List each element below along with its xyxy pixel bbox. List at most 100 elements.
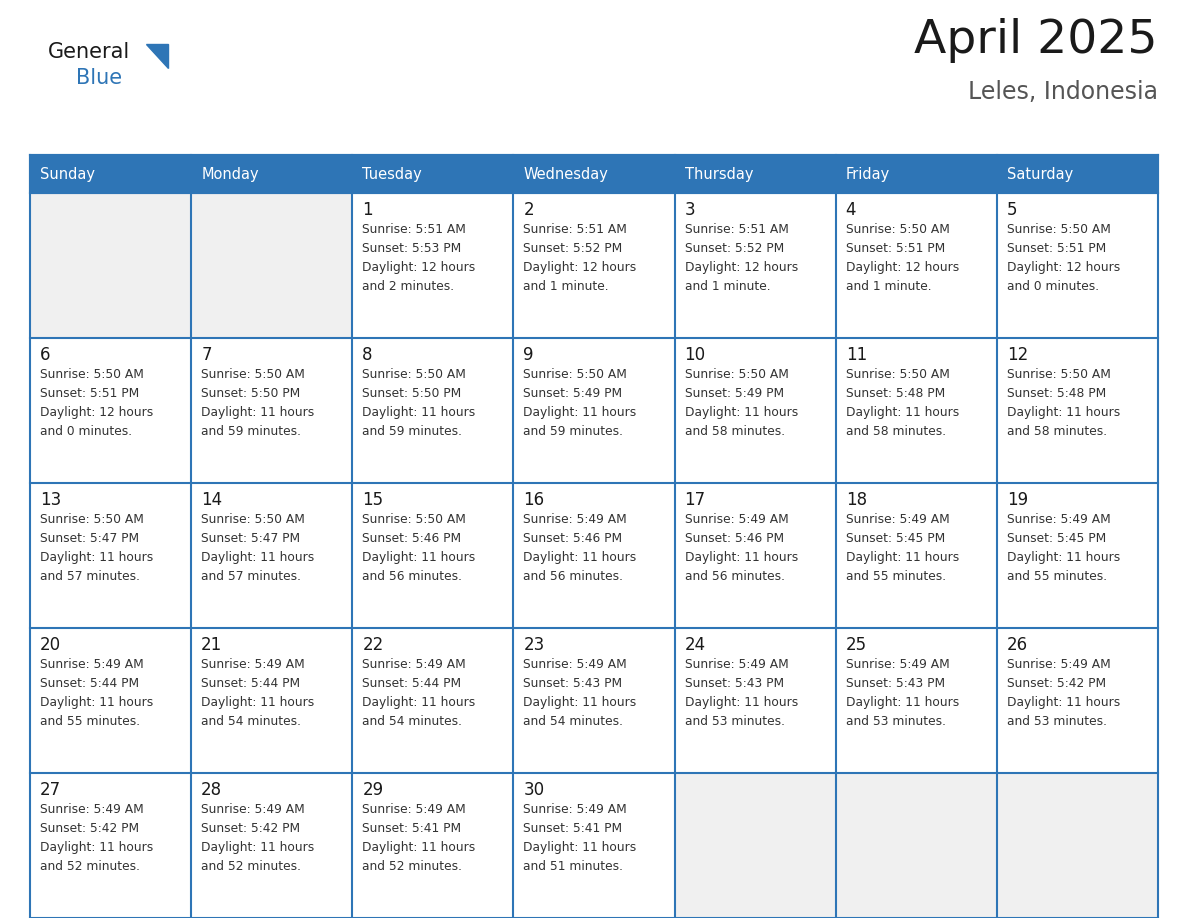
Text: and 59 minutes.: and 59 minutes. xyxy=(362,425,462,438)
Text: and 1 minute.: and 1 minute. xyxy=(846,280,931,293)
Text: Daylight: 11 hours: Daylight: 11 hours xyxy=(846,551,959,564)
Bar xyxy=(353,628,513,773)
Text: Sunrise: 5:49 AM: Sunrise: 5:49 AM xyxy=(684,513,789,526)
Bar xyxy=(30,773,191,918)
Text: and 52 minutes.: and 52 minutes. xyxy=(40,860,140,873)
Text: Daylight: 11 hours: Daylight: 11 hours xyxy=(846,406,959,419)
Text: Daylight: 11 hours: Daylight: 11 hours xyxy=(362,696,475,709)
Text: Sunrise: 5:50 AM: Sunrise: 5:50 AM xyxy=(40,368,144,381)
Text: Sunrise: 5:50 AM: Sunrise: 5:50 AM xyxy=(1007,223,1111,236)
Text: 21: 21 xyxy=(201,636,222,654)
Bar xyxy=(191,773,353,918)
Text: and 54 minutes.: and 54 minutes. xyxy=(524,715,624,728)
Text: Saturday: Saturday xyxy=(1007,166,1073,182)
Text: Sunrise: 5:50 AM: Sunrise: 5:50 AM xyxy=(846,368,949,381)
Bar xyxy=(997,483,1158,628)
Text: Daylight: 11 hours: Daylight: 11 hours xyxy=(684,406,798,419)
Text: Sunset: 5:46 PM: Sunset: 5:46 PM xyxy=(524,532,623,545)
Bar xyxy=(675,628,835,773)
Text: 23: 23 xyxy=(524,636,544,654)
Text: 2: 2 xyxy=(524,201,535,219)
Text: 11: 11 xyxy=(846,346,867,364)
Bar xyxy=(191,483,353,628)
Text: Sunrise: 5:49 AM: Sunrise: 5:49 AM xyxy=(201,658,305,671)
Text: Daylight: 11 hours: Daylight: 11 hours xyxy=(40,551,153,564)
Text: Daylight: 12 hours: Daylight: 12 hours xyxy=(684,261,798,274)
Text: Tuesday: Tuesday xyxy=(362,166,422,182)
Text: 28: 28 xyxy=(201,781,222,799)
Text: General: General xyxy=(48,42,131,62)
Bar xyxy=(30,483,191,628)
Text: and 53 minutes.: and 53 minutes. xyxy=(1007,715,1107,728)
Text: Sunset: 5:42 PM: Sunset: 5:42 PM xyxy=(1007,677,1106,690)
Text: Sunrise: 5:50 AM: Sunrise: 5:50 AM xyxy=(201,513,305,526)
Text: 8: 8 xyxy=(362,346,373,364)
Text: Sunset: 5:53 PM: Sunset: 5:53 PM xyxy=(362,242,461,255)
Text: and 53 minutes.: and 53 minutes. xyxy=(684,715,784,728)
Text: and 55 minutes.: and 55 minutes. xyxy=(40,715,140,728)
Text: Daylight: 11 hours: Daylight: 11 hours xyxy=(362,841,475,854)
Text: and 1 minute.: and 1 minute. xyxy=(684,280,770,293)
Bar xyxy=(675,155,835,193)
Text: 27: 27 xyxy=(40,781,61,799)
Text: Sunset: 5:44 PM: Sunset: 5:44 PM xyxy=(362,677,461,690)
Text: 30: 30 xyxy=(524,781,544,799)
Text: Sunrise: 5:51 AM: Sunrise: 5:51 AM xyxy=(524,223,627,236)
Text: 25: 25 xyxy=(846,636,867,654)
Bar xyxy=(835,193,997,338)
Bar xyxy=(997,193,1158,338)
Text: 18: 18 xyxy=(846,491,867,509)
Text: 5: 5 xyxy=(1007,201,1017,219)
Bar xyxy=(353,338,513,483)
Text: Sunset: 5:52 PM: Sunset: 5:52 PM xyxy=(524,242,623,255)
Text: Daylight: 11 hours: Daylight: 11 hours xyxy=(524,841,637,854)
Text: Sunset: 5:49 PM: Sunset: 5:49 PM xyxy=(524,387,623,400)
Bar xyxy=(353,773,513,918)
Text: and 56 minutes.: and 56 minutes. xyxy=(684,570,784,583)
Text: Sunrise: 5:49 AM: Sunrise: 5:49 AM xyxy=(1007,658,1111,671)
Text: Sunrise: 5:50 AM: Sunrise: 5:50 AM xyxy=(201,368,305,381)
Text: Sunrise: 5:49 AM: Sunrise: 5:49 AM xyxy=(40,658,144,671)
Text: and 1 minute.: and 1 minute. xyxy=(524,280,609,293)
Bar xyxy=(675,193,835,338)
Text: Daylight: 12 hours: Daylight: 12 hours xyxy=(1007,261,1120,274)
Text: Sunrise: 5:49 AM: Sunrise: 5:49 AM xyxy=(846,513,949,526)
Text: and 59 minutes.: and 59 minutes. xyxy=(201,425,301,438)
Text: Sunset: 5:46 PM: Sunset: 5:46 PM xyxy=(684,532,784,545)
Bar xyxy=(30,193,191,338)
Text: 9: 9 xyxy=(524,346,533,364)
Text: Sunset: 5:42 PM: Sunset: 5:42 PM xyxy=(40,822,139,835)
Text: and 52 minutes.: and 52 minutes. xyxy=(201,860,301,873)
Text: 29: 29 xyxy=(362,781,384,799)
Text: Sunset: 5:51 PM: Sunset: 5:51 PM xyxy=(1007,242,1106,255)
Text: and 59 minutes.: and 59 minutes. xyxy=(524,425,624,438)
Text: 16: 16 xyxy=(524,491,544,509)
Text: Sunrise: 5:50 AM: Sunrise: 5:50 AM xyxy=(524,368,627,381)
Text: Sunrise: 5:49 AM: Sunrise: 5:49 AM xyxy=(846,658,949,671)
Bar xyxy=(835,773,997,918)
Text: and 56 minutes.: and 56 minutes. xyxy=(524,570,624,583)
Text: Sunset: 5:49 PM: Sunset: 5:49 PM xyxy=(684,387,784,400)
Text: and 52 minutes.: and 52 minutes. xyxy=(362,860,462,873)
Text: Sunrise: 5:51 AM: Sunrise: 5:51 AM xyxy=(684,223,789,236)
Text: Sunrise: 5:49 AM: Sunrise: 5:49 AM xyxy=(1007,513,1111,526)
Text: Sunset: 5:50 PM: Sunset: 5:50 PM xyxy=(201,387,301,400)
Text: 13: 13 xyxy=(40,491,62,509)
Text: 7: 7 xyxy=(201,346,211,364)
Text: 15: 15 xyxy=(362,491,384,509)
Text: 12: 12 xyxy=(1007,346,1028,364)
Text: Daylight: 11 hours: Daylight: 11 hours xyxy=(201,841,315,854)
Text: Sunset: 5:51 PM: Sunset: 5:51 PM xyxy=(40,387,139,400)
Text: Daylight: 11 hours: Daylight: 11 hours xyxy=(846,696,959,709)
Text: Daylight: 11 hours: Daylight: 11 hours xyxy=(362,551,475,564)
Bar xyxy=(675,338,835,483)
Text: Daylight: 11 hours: Daylight: 11 hours xyxy=(1007,406,1120,419)
Text: 1: 1 xyxy=(362,201,373,219)
Bar xyxy=(513,483,675,628)
Text: Daylight: 12 hours: Daylight: 12 hours xyxy=(362,261,475,274)
Text: Monday: Monday xyxy=(201,166,259,182)
Text: and 2 minutes.: and 2 minutes. xyxy=(362,280,455,293)
Bar xyxy=(353,155,513,193)
Text: 24: 24 xyxy=(684,636,706,654)
Text: and 58 minutes.: and 58 minutes. xyxy=(684,425,785,438)
